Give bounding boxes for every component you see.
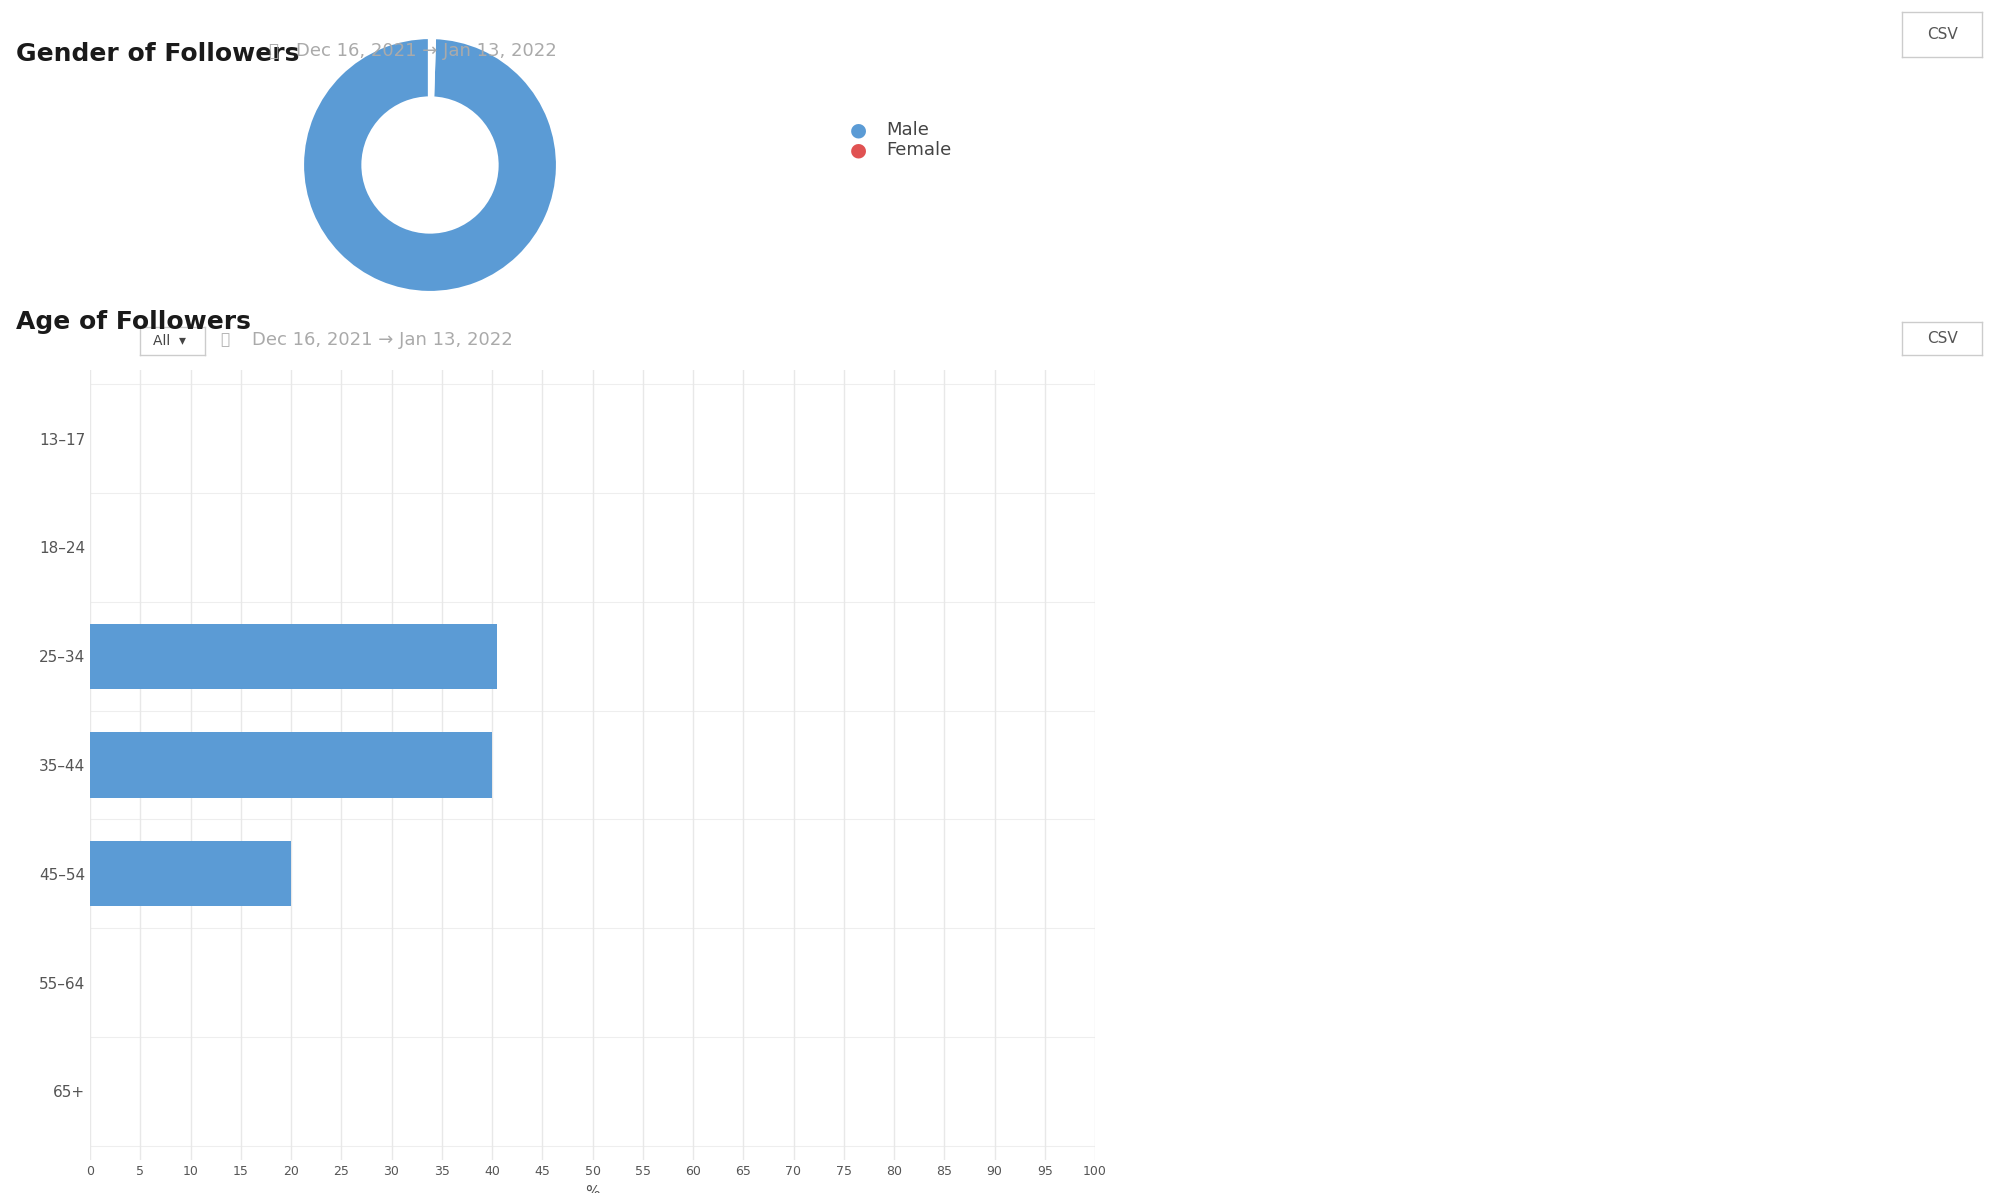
Text: ●: ● [850, 120, 868, 140]
Text: CSV: CSV [1926, 27, 1958, 42]
Text: All  ▾: All ▾ [152, 334, 186, 348]
Text: Gender of Followers: Gender of Followers [16, 42, 300, 66]
X-axis label: %: % [586, 1185, 600, 1193]
Text: ⓘ: ⓘ [268, 42, 278, 60]
Text: CSV: CSV [1926, 330, 1958, 346]
Bar [90, 733, 492, 798]
Wedge shape [302, 37, 558, 293]
Text: Dec 16, 2021 → Jan 13, 2022: Dec 16, 2021 → Jan 13, 2022 [296, 42, 556, 60]
Text: Female: Female [886, 141, 952, 159]
Bar [90, 624, 498, 688]
Wedge shape [430, 37, 434, 99]
Text: Male: Male [886, 120, 928, 140]
Text: Dec 16, 2021 → Jan 13, 2022: Dec 16, 2021 → Jan 13, 2022 [252, 330, 512, 350]
Text: ●: ● [850, 141, 868, 160]
Text: Age of Followers: Age of Followers [16, 310, 250, 334]
Bar [90, 841, 292, 907]
Text: ⓘ: ⓘ [220, 333, 230, 347]
